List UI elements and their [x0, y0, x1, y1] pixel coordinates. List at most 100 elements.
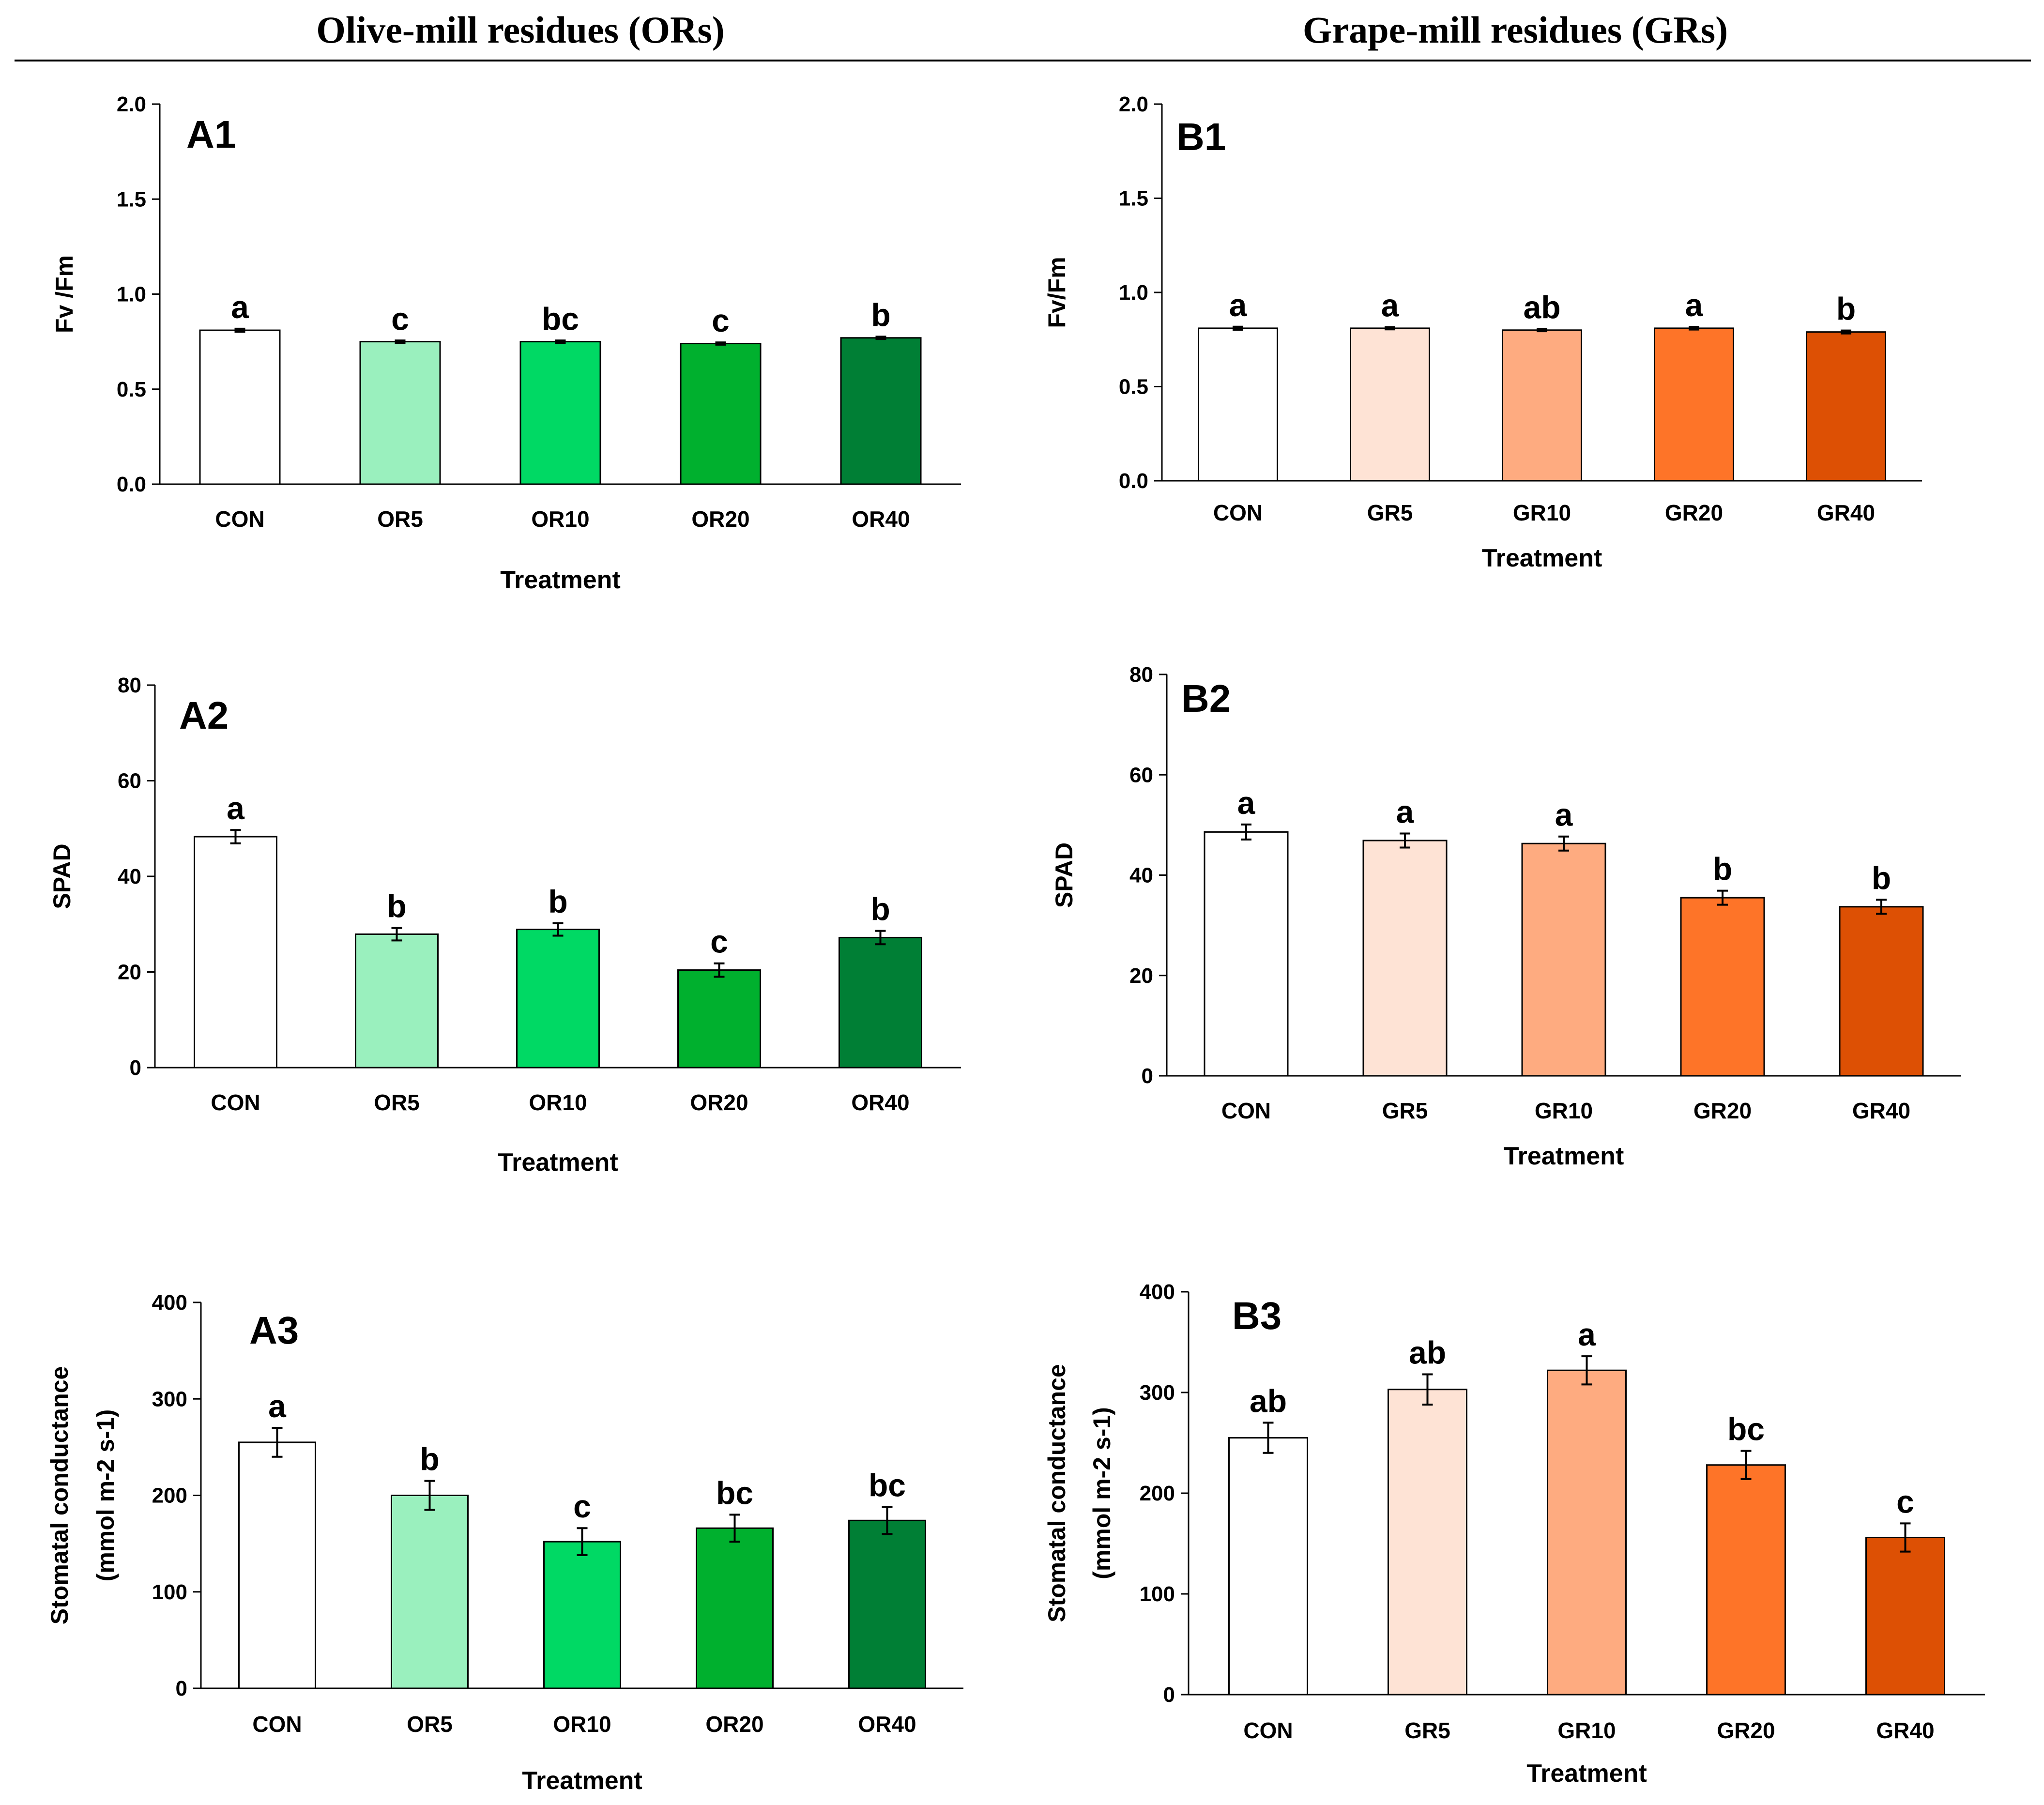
bar-or10	[516, 929, 600, 1069]
x-axis-title: Treatment	[1526, 1759, 1647, 1788]
category-label: GR5	[1404, 1718, 1450, 1743]
bar-gr10	[1502, 329, 1582, 482]
bar-con	[1204, 831, 1289, 1077]
bar-gr40	[1839, 906, 1924, 1077]
category-label: OR40	[852, 506, 910, 532]
y-tick-label: 0.0	[117, 473, 146, 496]
panel-label: A3	[249, 1309, 299, 1352]
bar-or40	[840, 337, 922, 485]
x-axis-title: Treatment	[498, 1148, 618, 1177]
significance-letter: b	[871, 297, 890, 333]
bar-gr10	[1547, 1369, 1627, 1696]
header-right: Grape-mill residues (GRs)	[1303, 9, 1728, 51]
y-tick-label: 1.5	[117, 187, 146, 211]
significance-letter: a	[1685, 287, 1704, 323]
category-label: CON	[215, 506, 264, 532]
significance-letter: a	[1555, 797, 1573, 833]
category-label: CON	[252, 1712, 302, 1737]
bar-gr5	[1362, 840, 1448, 1077]
y-tick-label: 20	[118, 961, 141, 984]
y-tick-label: 400	[152, 1291, 187, 1315]
significance-letter: c	[573, 1488, 591, 1524]
y-tick-label: 0.0	[1119, 469, 1148, 493]
bar-gr5	[1388, 1389, 1467, 1696]
panel-label: B1	[1176, 115, 1226, 158]
significance-letter: b	[420, 1441, 439, 1477]
y-axis-units: (mmol m-2 s-1)	[1088, 1407, 1115, 1579]
category-label: OR20	[705, 1712, 763, 1737]
bar-or10	[543, 1541, 621, 1689]
category-label: GR10	[1557, 1718, 1616, 1743]
significance-letter: a	[1396, 794, 1415, 829]
y-tick-label: 0.5	[117, 378, 146, 401]
category-label: GR10	[1535, 1098, 1593, 1123]
bar-or5	[355, 933, 439, 1069]
bar-gr20	[1680, 897, 1765, 1077]
bar-or5	[359, 341, 441, 485]
bar-con	[199, 329, 281, 485]
category-label: GR5	[1367, 500, 1413, 525]
category-label: GR5	[1382, 1098, 1428, 1123]
significance-letter: a	[1229, 287, 1248, 323]
y-tick-label: 40	[118, 865, 141, 888]
y-tick-label: 100	[1140, 1582, 1175, 1606]
y-axis-title: Fv /Fm	[51, 255, 78, 333]
significance-letter: c	[1896, 1484, 1914, 1519]
y-tick-label: 60	[1129, 763, 1153, 787]
y-tick-label: 80	[118, 673, 141, 697]
y-tick-label: 0	[130, 1056, 141, 1080]
bar-or5	[391, 1495, 469, 1689]
y-tick-label: 80	[1129, 663, 1153, 687]
y-tick-label: 1.5	[1119, 187, 1148, 211]
significance-letter: b	[1713, 851, 1732, 887]
category-label: OR5	[377, 506, 423, 532]
category-label: OR40	[858, 1712, 916, 1737]
bar-or20	[677, 969, 761, 1069]
y-axis-title: Stomatal conductance	[1043, 1364, 1070, 1622]
significance-letter: b	[387, 888, 406, 924]
x-axis-title: Treatment	[1482, 544, 1602, 572]
bar-gr20	[1706, 1464, 1786, 1696]
bar-or40	[848, 1519, 926, 1689]
y-tick-label: 0	[1163, 1683, 1175, 1707]
chart-a3: 0 100 200 300 400 a CON b OR5 c OR10 bc OR20 bc OR40 A3…	[46, 1291, 963, 1795]
y-tick-label: 300	[152, 1387, 187, 1411]
significance-letter: bc	[542, 301, 579, 337]
significance-letter: b	[1836, 291, 1856, 327]
significance-letter: ab	[1523, 289, 1560, 325]
category-label: CON	[1243, 1718, 1293, 1743]
bar-or20	[680, 343, 762, 485]
bar-or40	[839, 936, 922, 1069]
y-axis-title: Stomatal conductance	[46, 1366, 73, 1624]
category-label: GR20	[1665, 500, 1723, 525]
significance-letter: a	[1237, 785, 1256, 821]
category-label: OR10	[553, 1712, 611, 1737]
bar-con	[1228, 1437, 1308, 1696]
y-tick-label: 400	[1140, 1280, 1175, 1304]
significance-letter: b	[548, 884, 567, 919]
chart-b3: 0 100 200 300 400 ab CON ab GR5 a GR10 bc GR20 c GR40 B…	[1043, 1280, 1985, 1788]
y-axis-title: SPAD	[48, 843, 76, 909]
category-label: CON	[1213, 500, 1263, 525]
y-tick-label: 40	[1129, 864, 1153, 887]
category-label: GR40	[1817, 500, 1875, 525]
category-label: CON	[211, 1090, 260, 1115]
category-label: GR40	[1876, 1718, 1934, 1743]
category-label: GR40	[1852, 1098, 1910, 1123]
y-tick-label: 1.0	[117, 283, 146, 306]
y-tick-label: 100	[152, 1580, 187, 1604]
category-label: OR20	[690, 1090, 748, 1115]
bar-gr40	[1865, 1537, 1945, 1696]
panels: 0.0 0.5 1.0 1.5 2.0 a CON c OR5 bc OR10 c OR20 b OR40 A…	[46, 92, 1985, 1795]
bar-gr10	[1521, 842, 1606, 1077]
y-tick-label: 2.0	[117, 92, 146, 116]
y-axis-units: (mmol m-2 s-1)	[92, 1409, 119, 1582]
panel-label: B2	[1181, 677, 1231, 720]
y-tick-label: 200	[152, 1484, 187, 1508]
y-tick-label: 200	[1140, 1482, 1175, 1505]
bar-gr5	[1350, 327, 1430, 482]
chart-b2: 0 20 40 60 80 a CON a GR5 a GR10 b GR20 b GR40 B2 Treatm…	[1051, 663, 1961, 1170]
significance-letter: a	[231, 289, 249, 325]
bar-or20	[696, 1527, 774, 1689]
significance-letter: b	[1872, 860, 1891, 896]
